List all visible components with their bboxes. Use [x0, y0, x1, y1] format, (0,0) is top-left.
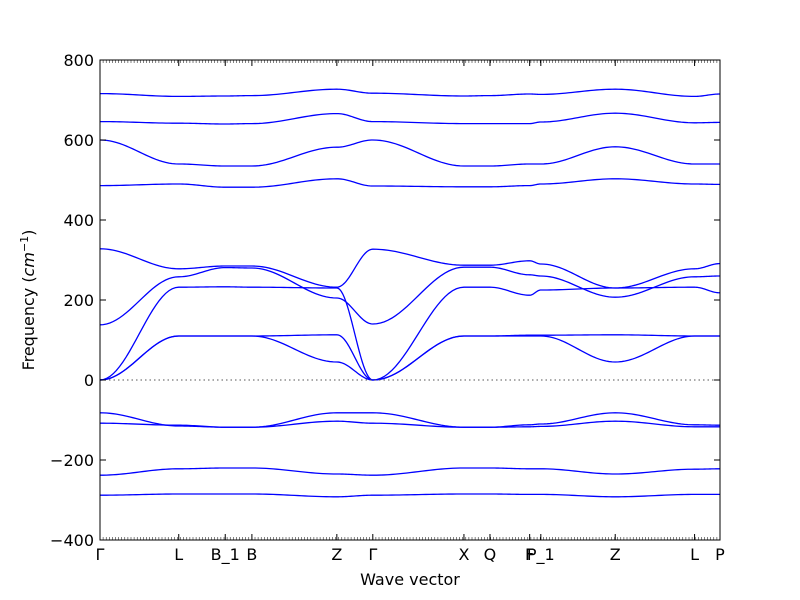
- x-tick-label: Q: [484, 545, 497, 564]
- x-tick-label: L: [690, 545, 699, 564]
- y-axis-ticks: −400 −200 0 200 400 600 800: [50, 51, 720, 550]
- x-tick-label: B: [246, 545, 257, 564]
- x-tick-label: Z: [331, 545, 342, 564]
- y-axis-label-unit: cm: [19, 252, 38, 276]
- x-tick-label: P_1: [527, 545, 555, 565]
- plot-frame: [99, 59, 721, 541]
- y-tick-label: 0: [84, 371, 94, 390]
- x-tick-label: Γ: [96, 545, 105, 564]
- y-tick-label: 800: [63, 51, 94, 70]
- x-tick-label: P: [715, 545, 725, 564]
- band-line-12: [99, 467, 720, 476]
- band-line-7: [99, 286, 721, 381]
- band-line-13: [99, 493, 720, 498]
- band-lines: [99, 88, 721, 498]
- band-line-3: [99, 139, 720, 167]
- y-axis-label: Frequency (cm−1): [18, 230, 38, 371]
- band-line-4: [99, 178, 720, 188]
- x-tick-label: B_1: [211, 545, 240, 565]
- band-line-11: [99, 420, 720, 428]
- x-tick-label: Γ: [368, 545, 377, 564]
- band-line-8: [99, 335, 720, 381]
- y-axis-label-prefix: Frequency (: [19, 276, 38, 370]
- band-line-5: [99, 248, 721, 289]
- x-tick-label: Z: [610, 545, 621, 564]
- x-tick-label: L: [174, 545, 183, 564]
- x-axis-ticks: Γ L B_1 B Z Γ X Q FP_1 Z L P: [96, 60, 725, 565]
- x-tick-label: X: [458, 545, 469, 564]
- y-axis-label-suffix: ): [19, 230, 38, 236]
- band-line-1: [99, 88, 721, 98]
- y-tick-label: −200: [50, 451, 94, 470]
- band-line-2: [99, 112, 720, 125]
- y-tick-label: 600: [63, 131, 94, 150]
- y-tick-label: 400: [63, 211, 94, 230]
- y-tick-label: −400: [50, 531, 94, 550]
- band-line-9: [99, 334, 720, 381]
- x-tick-label: F: [525, 545, 534, 564]
- x-axis-label: Wave vector: [360, 570, 460, 589]
- y-tick-label: 200: [63, 291, 94, 310]
- band-line-6: [99, 266, 720, 326]
- y-axis-label-exponent: −1: [18, 236, 31, 252]
